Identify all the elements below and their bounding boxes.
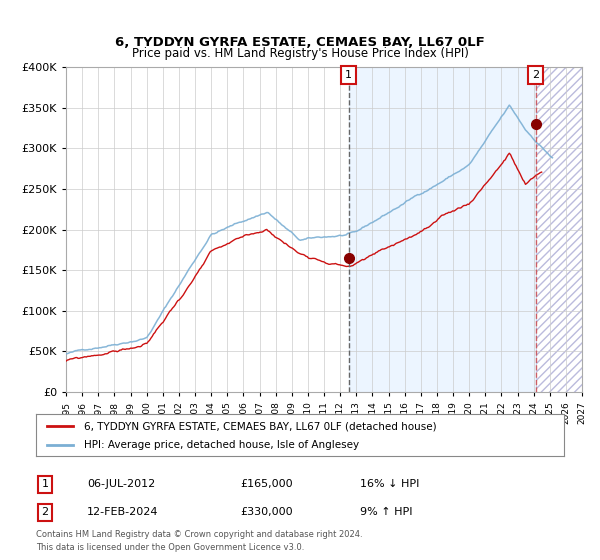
Text: Contains HM Land Registry data © Crown copyright and database right 2024.: Contains HM Land Registry data © Crown c… [36, 530, 362, 539]
Bar [349, 67, 536, 392]
Text: £330,000: £330,000 [240, 507, 293, 517]
Text: 6, TYDDYN GYRFA ESTATE, CEMAES BAY, LL67 0LF (detached house): 6, TYDDYN GYRFA ESTATE, CEMAES BAY, LL67… [83, 421, 436, 431]
Text: £165,000: £165,000 [240, 479, 293, 489]
Text: This data is licensed under the Open Government Licence v3.0.: This data is licensed under the Open Gov… [36, 543, 304, 552]
Text: 16% ↓ HPI: 16% ↓ HPI [360, 479, 419, 489]
Text: HPI: Average price, detached house, Isle of Anglesey: HPI: Average price, detached house, Isle… [83, 440, 359, 450]
Text: 1: 1 [345, 71, 352, 80]
Text: 9% ↑ HPI: 9% ↑ HPI [360, 507, 413, 517]
Text: 12-FEB-2024: 12-FEB-2024 [87, 507, 158, 517]
Text: Price paid vs. HM Land Registry's House Price Index (HPI): Price paid vs. HM Land Registry's House … [131, 46, 469, 60]
Text: 2: 2 [532, 71, 539, 80]
Text: 2: 2 [41, 507, 49, 517]
Text: 1: 1 [41, 479, 49, 489]
Text: 06-JUL-2012: 06-JUL-2012 [87, 479, 155, 489]
Bar [536, 67, 582, 392]
Text: 6, TYDDYN GYRFA ESTATE, CEMAES BAY, LL67 0LF: 6, TYDDYN GYRFA ESTATE, CEMAES BAY, LL67… [115, 35, 485, 49]
